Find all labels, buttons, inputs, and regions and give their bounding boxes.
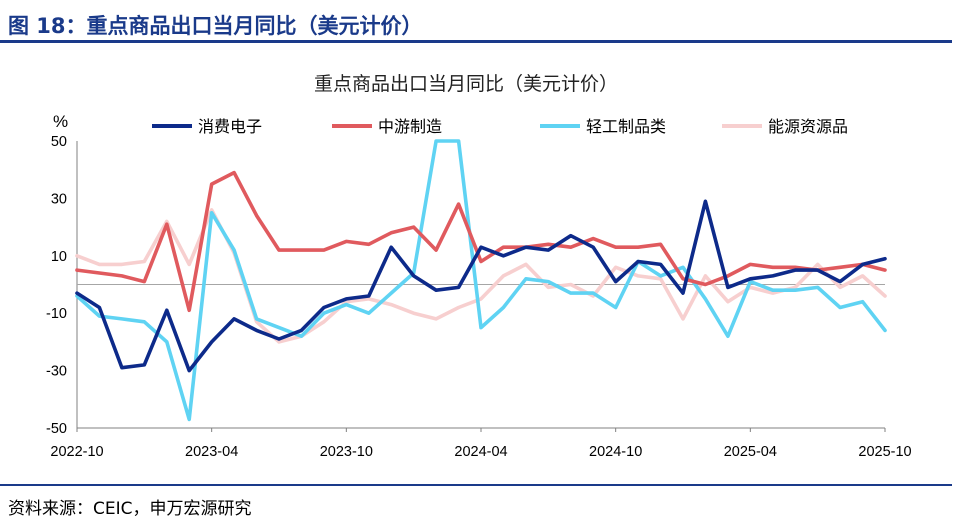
series-line-3 [75,139,887,422]
x-tick-label: 2024-10 [589,444,642,460]
series-line-2 [75,170,887,313]
chart-title: 重点商品出口当月同比（美元计价） [314,73,618,95]
legend-label-4: 能源资源品 [768,117,848,136]
x-tick-label: 2022-10 [50,444,103,460]
top-rule [0,40,952,43]
x-tick-label: 2023-10 [320,444,373,460]
series-layer [75,139,887,422]
y-tick-label: 30 [51,191,67,207]
y-tick-label: -10 [46,306,67,322]
x-tick-label: 2025-10 [858,444,911,460]
y-tick-label: -30 [46,364,67,380]
figure-title: 图 18：重点商品出口当月同比（美元计价） [8,14,423,38]
series-line-4 [75,208,887,344]
legend: 消费电子 中游制造 轻工制品类 能源资源品 [152,117,848,136]
legend-label-1: 消费电子 [198,117,262,136]
series-line-1 [75,199,887,373]
legend-label-2: 中游制造 [378,117,442,136]
x-tick-label: 2024-04 [454,444,507,460]
bottom-rule [0,484,952,486]
source-note: 资料来源：CEIC，申万宏源研究 [8,499,252,519]
legend-label-3: 轻工制品类 [586,117,666,136]
x-tick-label: 2023-04 [185,444,238,460]
y-tick-label: 10 [51,249,67,265]
y-axis-unit: % [53,112,68,131]
y-tick-label: 50 [51,134,67,150]
x-tick-label: 2025-04 [724,444,777,460]
y-tick-label: -50 [46,421,67,437]
